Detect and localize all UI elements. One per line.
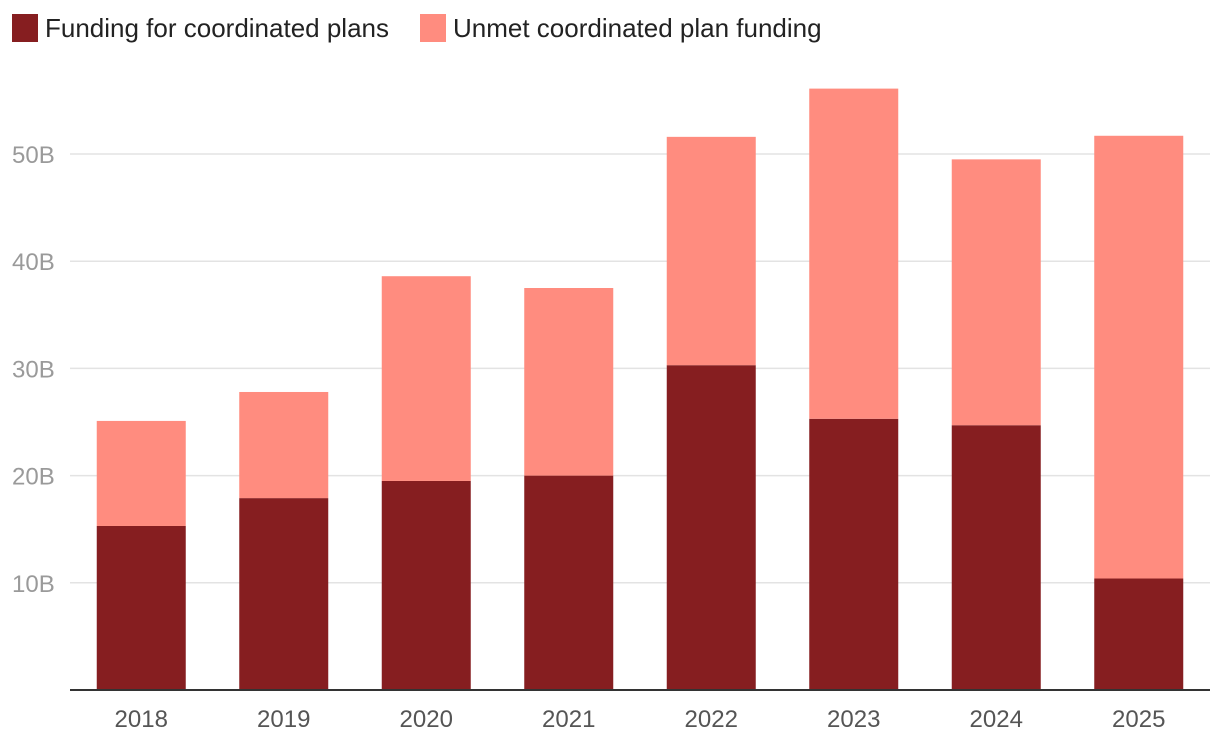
- bar-2022-series-1: [666, 365, 756, 690]
- x-tick-label: 2024: [970, 706, 1023, 733]
- bar-2023-series-2: [809, 88, 899, 419]
- legend-swatch-2: [420, 14, 446, 42]
- bar-2025-series-2: [1094, 135, 1184, 579]
- legend: Funding for coordinated plans Unmet coord…: [12, 13, 822, 43]
- bar-2018-series-2: [96, 420, 186, 526]
- x-tick-label: 2020: [400, 706, 453, 733]
- bar-2023-series-1: [809, 418, 899, 690]
- bar-2021-series-2: [524, 288, 614, 476]
- bar-2021-series-1: [524, 475, 614, 690]
- legend-label-1: Funding for coordinated plans: [45, 13, 389, 43]
- bar-2019-series-2: [239, 391, 329, 499]
- y-tick-label: 40B: [12, 249, 55, 276]
- y-tick-label: 50B: [12, 142, 55, 169]
- x-tick-label: 2021: [542, 706, 595, 733]
- y-axis-ticks: 10B 20B 30B 40B 50B: [12, 142, 55, 598]
- bar-2018-series-1: [96, 525, 186, 690]
- x-tick-label: 2019: [257, 706, 310, 733]
- x-tick-label: 2023: [827, 706, 880, 733]
- legend-swatch-1: [12, 14, 38, 42]
- y-tick-label: 30B: [12, 356, 55, 383]
- x-tick-label: 2018: [115, 706, 168, 733]
- x-axis-ticks: 2018 2019 2020 2021 2022 2023 2024 2025: [115, 706, 1166, 733]
- y-tick-label: 20B: [12, 464, 55, 491]
- bars: [96, 88, 1184, 690]
- bar-2022-series-2: [666, 136, 756, 366]
- bar-2024-series-2: [951, 159, 1041, 426]
- y-tick-label: 10B: [12, 571, 55, 598]
- bar-2019-series-1: [239, 498, 329, 690]
- x-tick-label: 2022: [685, 706, 738, 733]
- x-tick-label: 2025: [1112, 706, 1165, 733]
- bar-2020-series-2: [381, 276, 471, 481]
- bar-2024-series-1: [951, 425, 1041, 690]
- bar-2025-series-1: [1094, 578, 1184, 690]
- bar-2020-series-1: [381, 480, 471, 690]
- legend-label-2: Unmet coordinated plan funding: [453, 13, 822, 43]
